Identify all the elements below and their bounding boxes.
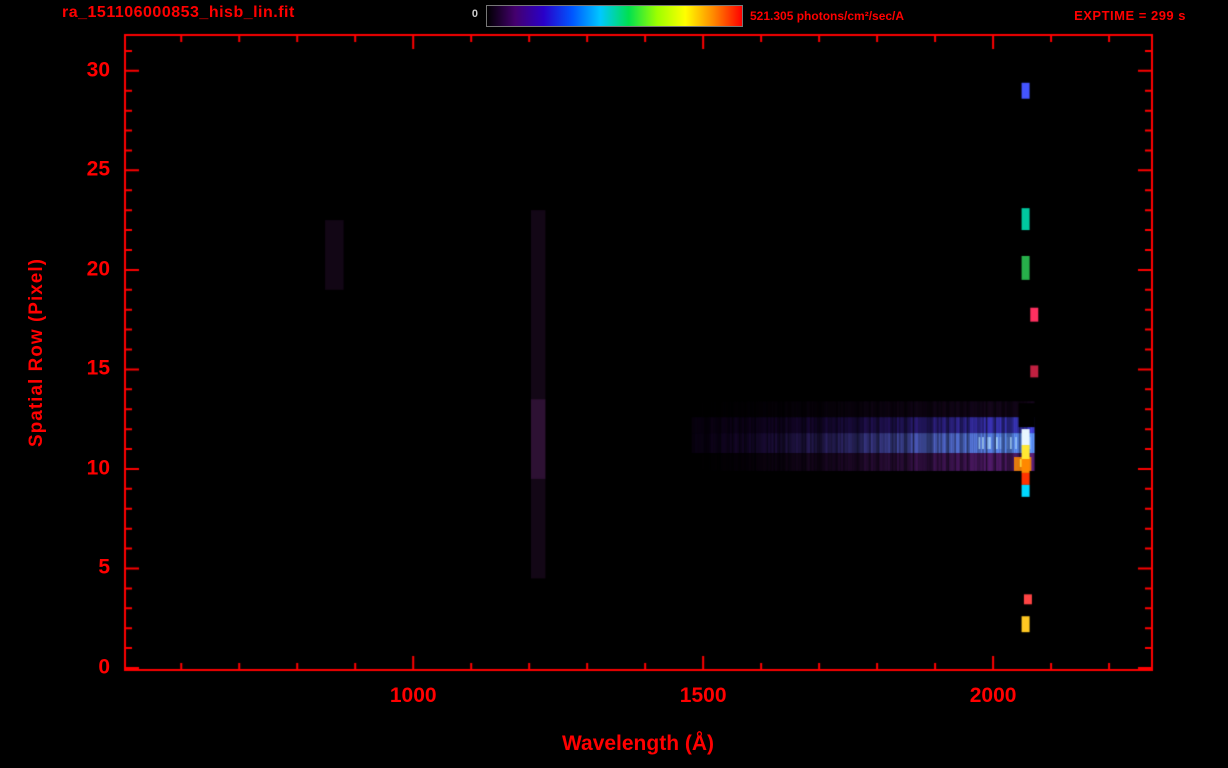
y-tick-label: 5 [98, 555, 110, 579]
y-tick-label: 0 [98, 655, 110, 679]
y-tick-label: 15 [86, 356, 110, 380]
y-tick-label: 10 [86, 456, 110, 480]
x-axis-title: Wavelength (Å) [561, 732, 715, 755]
x-tick-label: 1500 [679, 684, 727, 707]
x-tick-label: 2000 [969, 684, 1017, 707]
x-tick-label: 1000 [389, 684, 437, 707]
colorbar-max-label: 521.305 photons/cm²/sec/A [750, 9, 905, 23]
file-name-title: ra_151106000853_hisb_lin.fit [62, 4, 295, 21]
y-tick-label: 20 [86, 257, 110, 281]
y-tick-label: 25 [86, 157, 110, 181]
y-tick-label: 30 [86, 58, 110, 82]
colorbar-gradient [486, 5, 743, 27]
colorbar-min-label: 0 [471, 8, 478, 20]
exptime-label: EXPTIME = 299 s [1074, 8, 1186, 23]
y-axis-title: Spatial Row (Pixel) [26, 258, 47, 447]
